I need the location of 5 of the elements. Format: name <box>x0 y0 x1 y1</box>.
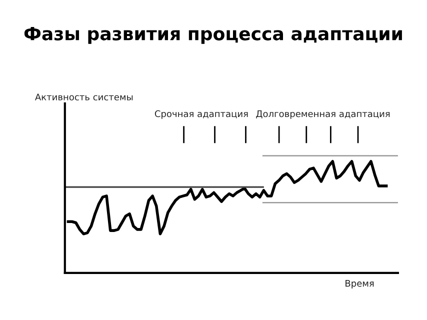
text: Срочная адаптация <box>154 110 248 119</box>
text: Активность системы <box>35 94 133 100</box>
x-axis-title: Время <box>346 280 374 288</box>
text: Долговременная адаптация <box>256 110 390 119</box>
chart-title: Фазы развития процесса адаптации <box>24 27 402 44</box>
